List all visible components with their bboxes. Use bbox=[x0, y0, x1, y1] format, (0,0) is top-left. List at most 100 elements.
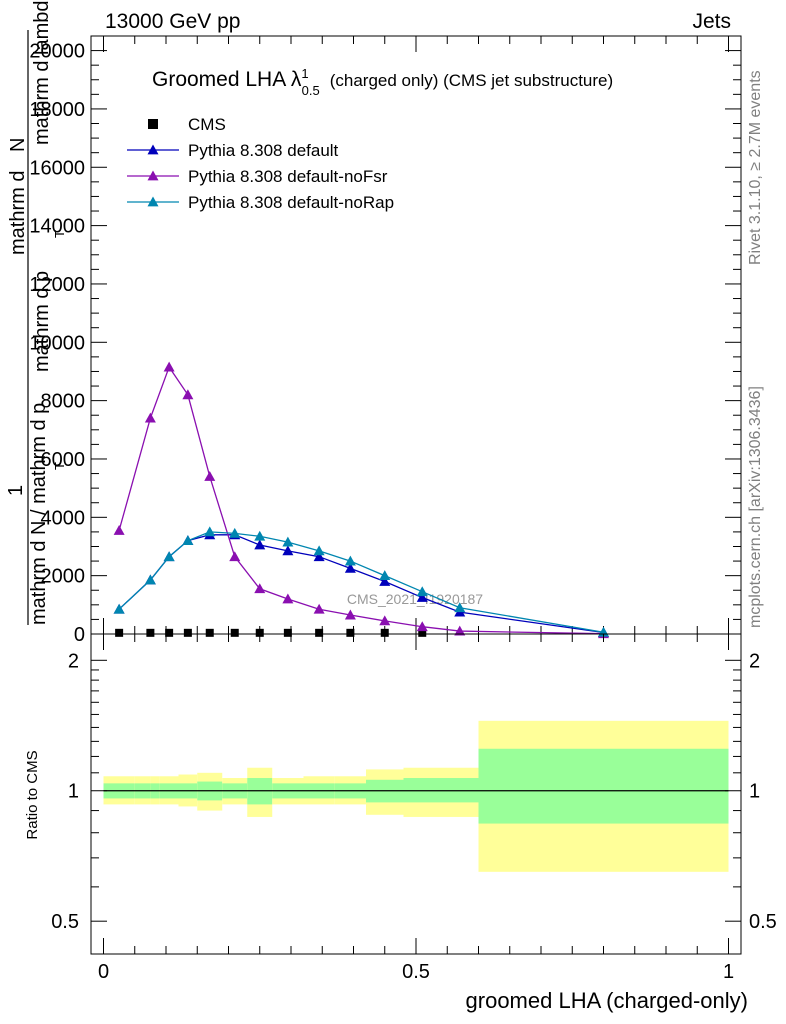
data-point bbox=[380, 628, 389, 637]
data-point bbox=[454, 602, 466, 613]
ratio-y-ticks: 0.5 0.5 1 1 2 2 bbox=[51, 650, 777, 933]
svg-text:N: N bbox=[7, 138, 29, 152]
series-3 bbox=[113, 526, 609, 637]
ratio-band-inner bbox=[478, 748, 729, 824]
data-point bbox=[254, 530, 266, 541]
data-point bbox=[204, 526, 216, 537]
main-y-ticks: 0 2000 4000 6000 8000 10000 12000 14000 16000 180… bbox=[29, 41, 741, 646]
data-point bbox=[315, 628, 324, 637]
data-point bbox=[416, 621, 428, 632]
data-point bbox=[144, 412, 156, 423]
x-tick-label: 0.5 bbox=[402, 961, 430, 983]
svg-text:mathrm d N / mathrm d p: mathrm d N / mathrm d p bbox=[28, 403, 50, 625]
energy-label: 13000 GeV pp bbox=[105, 10, 240, 33]
data-point bbox=[165, 628, 174, 637]
svg-text:mathrm d lambda: mathrm d lambda bbox=[31, 0, 53, 145]
series-layer bbox=[113, 361, 609, 639]
svg-text:1: 1 bbox=[5, 485, 27, 496]
svg-text:mathrm d p: mathrm d p bbox=[31, 271, 53, 372]
data-point bbox=[313, 545, 325, 556]
main-y-tick-label: 12000 bbox=[29, 274, 85, 296]
data-point bbox=[379, 575, 391, 586]
ratio-y-tick-label-right: 0.5 bbox=[749, 911, 777, 933]
category-label: Jets bbox=[692, 10, 731, 33]
series-line bbox=[118, 531, 604, 633]
xlabel: groomed LHA (charged-only) bbox=[466, 988, 748, 1013]
data-point bbox=[454, 625, 466, 636]
main-plot: Groomed LHA λ1 0.5(charged only) (CMS jet… bbox=[29, 35, 742, 646]
data-point bbox=[204, 470, 216, 481]
ratio-y-tick-label: 0.5 bbox=[51, 911, 79, 933]
data-point bbox=[163, 361, 175, 372]
ratio-plot: 0.5 0.51 12 2 0 0.5 1 Ratio to CMS groomed LH… bbox=[24, 633, 777, 1013]
data-point bbox=[282, 593, 294, 604]
main-ylabel: mathrm d N mathrm d p mathrm d lambda T … bbox=[5, 0, 67, 625]
data-point bbox=[115, 628, 124, 637]
data-point bbox=[282, 536, 294, 547]
mcplots-label: mcplots.cern.ch [arXiv:1306.3436] bbox=[747, 386, 764, 628]
data-point bbox=[163, 551, 175, 562]
svg-text:T: T bbox=[52, 230, 67, 238]
main-y-tick-label: 16000 bbox=[29, 157, 85, 179]
data-point bbox=[416, 586, 428, 597]
data-point bbox=[344, 562, 356, 573]
svg-text:mathrm d: mathrm d bbox=[7, 171, 29, 255]
legend-label: Pythia 8.308 default bbox=[188, 141, 339, 160]
data-point bbox=[416, 592, 428, 602]
main-y-tick-label: 6000 bbox=[41, 449, 86, 471]
chart-title: Groomed LHA λ1 0.5(charged only) (CMS jet… bbox=[152, 66, 613, 98]
data-point bbox=[113, 524, 125, 535]
data-point bbox=[418, 628, 427, 637]
ratio-y-tick-label-right: 1 bbox=[749, 781, 760, 803]
ratio-y-tick-label: 2 bbox=[68, 650, 79, 672]
series-line bbox=[118, 365, 604, 635]
data-point bbox=[229, 527, 241, 538]
main-y-tick-label: 10000 bbox=[29, 332, 85, 354]
data-point bbox=[379, 570, 391, 581]
series-line bbox=[118, 534, 604, 634]
ratio-bands bbox=[103, 720, 729, 872]
series-0 bbox=[115, 628, 427, 637]
data-point bbox=[146, 628, 155, 637]
data-point bbox=[254, 539, 266, 550]
main-y-tick-label: 20000 bbox=[29, 41, 85, 63]
data-point bbox=[254, 583, 266, 594]
data-point bbox=[144, 574, 156, 585]
ratio-ylabel: Ratio to CMS bbox=[24, 750, 41, 839]
data-point bbox=[344, 555, 356, 566]
ratio-x-ticks: 0 0.5 1 bbox=[98, 634, 734, 983]
main-y-tick-label: 0 bbox=[74, 624, 85, 646]
data-point bbox=[205, 628, 214, 637]
legend-label: CMS bbox=[188, 115, 226, 134]
main-y-tick-label: 4000 bbox=[41, 507, 86, 529]
ratio-y-tick-label: 1 bbox=[68, 781, 79, 803]
main-y-tick-label: 8000 bbox=[41, 391, 86, 413]
data-point bbox=[255, 628, 264, 637]
data-point bbox=[379, 615, 391, 626]
main-y-tick-label: 2000 bbox=[41, 566, 86, 588]
data-point bbox=[344, 609, 356, 620]
data-point bbox=[283, 628, 292, 637]
data-point bbox=[313, 603, 325, 614]
svg-text:T: T bbox=[52, 462, 67, 470]
ratio-y-tick-label-right: 2 bbox=[749, 650, 760, 672]
data-point bbox=[313, 551, 325, 562]
main-y-tick-label: 18000 bbox=[29, 99, 85, 121]
data-point bbox=[113, 603, 125, 614]
watermark: CMS_2021_I1920187 bbox=[347, 591, 483, 607]
legend-marker bbox=[147, 196, 159, 207]
main-y-tick-label: 14000 bbox=[29, 216, 85, 238]
legend-marker bbox=[147, 144, 159, 155]
x-tick-label: 1 bbox=[723, 961, 734, 983]
x-tick-label: 0 bbox=[98, 961, 109, 983]
data-point bbox=[182, 535, 194, 546]
data-point bbox=[230, 628, 239, 637]
legend-marker bbox=[148, 119, 158, 129]
rivet-version-label: Rivet 3.1.10, ≥ 2.7M events bbox=[747, 70, 764, 265]
data-point bbox=[182, 389, 194, 400]
data-point bbox=[183, 628, 192, 637]
legend-label: Pythia 8.308 default-noRap bbox=[188, 193, 394, 212]
data-point bbox=[346, 628, 355, 637]
legend: CMS Pythia 8.308 default Pythia 8.308 defa… bbox=[127, 115, 394, 212]
